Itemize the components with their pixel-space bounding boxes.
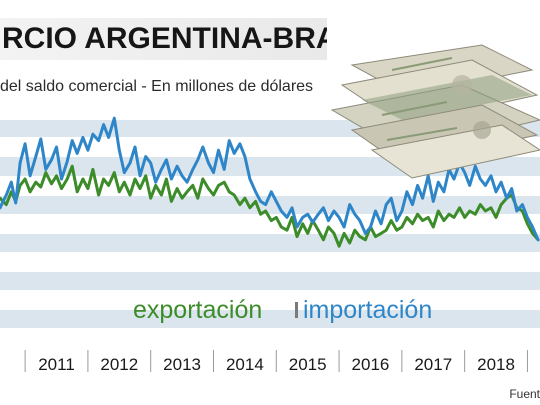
x-tick-label: 2017 <box>414 355 452 374</box>
chart-subtitle: del saldo comercial - En millones de dól… <box>0 78 314 95</box>
series-line-importacion <box>0 116 540 242</box>
x-tick-label: 2016 <box>352 355 390 374</box>
series-lines <box>0 116 540 248</box>
grid-band <box>0 234 540 252</box>
legend-export-label: exportación <box>133 296 262 324</box>
x-tick-label: 2013 <box>163 355 201 374</box>
legend-separator <box>295 302 298 318</box>
x-axis-ticks: 2011201220132014201520162017201820 <box>24 350 528 374</box>
chart-title: RCIO ARGENTINA-BRASIL <box>0 18 327 60</box>
series-line-exportacion <box>0 164 540 248</box>
grid-band <box>0 310 540 328</box>
legend: exportación importación <box>133 296 432 324</box>
x-tick-label: 2018 <box>477 355 515 374</box>
x-tick-label: 2015 <box>289 355 327 374</box>
x-tick-label: 2012 <box>100 355 138 374</box>
x-tick-label: 2011 <box>38 355 75 374</box>
grid-band <box>0 272 540 290</box>
source-note: Fuent <box>509 387 540 401</box>
legend-import-label: importación <box>303 296 432 324</box>
x-tick-label: 2014 <box>226 355 264 374</box>
